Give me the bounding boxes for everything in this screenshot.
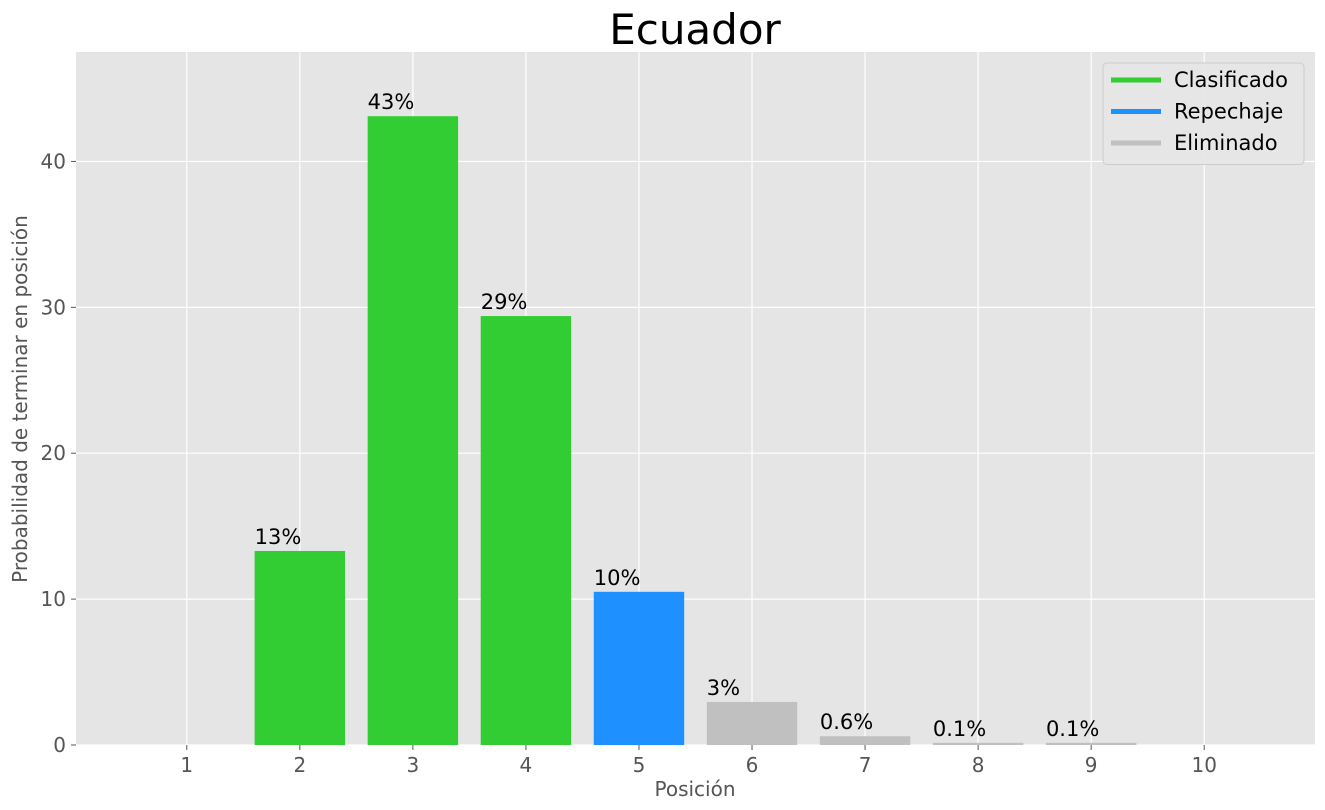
legend-label-eliminado: Eliminado: [1174, 131, 1278, 155]
data-label-2: 13%: [255, 525, 302, 549]
bar-position-3: [367, 116, 459, 746]
data-label-6: 3%: [707, 676, 740, 700]
bar-position-5: [593, 591, 685, 745]
data-labels: 13% 43% 29% 10% 3% 0.6% 0.1% 0.1%: [255, 90, 1100, 741]
y-axis-ticks: 0 10 20 30 40: [41, 149, 76, 757]
x-tick-label: 5: [633, 753, 646, 777]
y-tick-label: 20: [41, 441, 66, 465]
legend-label-clasificado: Clasificado: [1174, 68, 1288, 92]
x-tick-label: 3: [407, 753, 420, 777]
x-tick-label: 9: [1085, 753, 1098, 777]
x-axis-ticks: 1 2 3 4 5 6 7 8 9 10: [180, 745, 1217, 777]
x-tick-label: 6: [746, 753, 759, 777]
x-tick-label: 7: [859, 753, 872, 777]
legend-box: [1102, 62, 1305, 165]
y-tick-label: 30: [41, 295, 66, 319]
x-axis-title: Posición: [654, 777, 735, 801]
bar-position-6: [706, 701, 798, 745]
y-axis-title: Probabilidad de terminar en posición: [8, 215, 32, 583]
data-label-5: 10%: [594, 566, 641, 590]
y-tick-label: 40: [41, 149, 66, 173]
bar-position-7: [819, 736, 911, 745]
chart-title: Ecuador: [609, 5, 781, 54]
x-tick-label: 10: [1191, 753, 1216, 777]
bar-position-4: [480, 316, 572, 745]
bars: [254, 116, 1137, 746]
x-tick-label: 2: [293, 753, 306, 777]
x-tick-label: 8: [972, 753, 985, 777]
bar-position-8: [932, 742, 1024, 745]
bar-position-9: [1045, 742, 1137, 745]
legend-label-repechaje: Repechaje: [1174, 100, 1283, 124]
data-label-4: 29%: [481, 290, 528, 314]
data-label-7: 0.6%: [820, 710, 873, 734]
y-tick-label: 10: [41, 587, 66, 611]
y-tick-label: 0: [53, 733, 66, 757]
x-tick-label: 1: [180, 753, 193, 777]
data-label-9: 0.1%: [1046, 717, 1099, 741]
legend: Clasificado Repechaje Eliminado: [1102, 62, 1305, 165]
data-label-3: 43%: [368, 90, 415, 114]
data-label-8: 0.1%: [933, 717, 986, 741]
bar-position-2: [254, 550, 346, 745]
x-tick-label: 4: [520, 753, 533, 777]
